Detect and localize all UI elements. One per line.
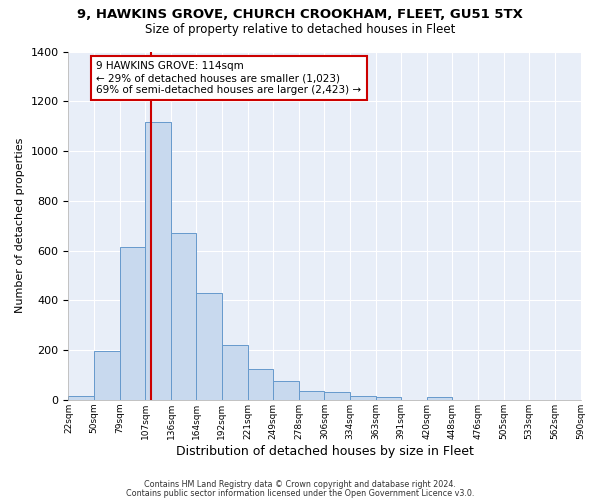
Text: Contains public sector information licensed under the Open Government Licence v3: Contains public sector information licen…: [126, 488, 474, 498]
Bar: [299, 391, 325, 400]
X-axis label: Distribution of detached houses by size in Fleet: Distribution of detached houses by size …: [176, 444, 473, 458]
Y-axis label: Number of detached properties: Number of detached properties: [15, 138, 25, 314]
Bar: [68, 396, 94, 400]
Bar: [325, 392, 350, 400]
Bar: [120, 247, 145, 400]
Bar: [427, 398, 452, 400]
Text: Size of property relative to detached houses in Fleet: Size of property relative to detached ho…: [145, 22, 455, 36]
Bar: [171, 233, 196, 400]
Bar: [145, 122, 171, 400]
Bar: [376, 397, 401, 400]
Text: 9, HAWKINS GROVE, CHURCH CROOKHAM, FLEET, GU51 5TX: 9, HAWKINS GROVE, CHURCH CROOKHAM, FLEET…: [77, 8, 523, 20]
Bar: [221, 345, 248, 400]
Bar: [196, 293, 221, 400]
Text: Contains HM Land Registry data © Crown copyright and database right 2024.: Contains HM Land Registry data © Crown c…: [144, 480, 456, 489]
Bar: [350, 396, 376, 400]
Text: 9 HAWKINS GROVE: 114sqm
← 29% of detached houses are smaller (1,023)
69% of semi: 9 HAWKINS GROVE: 114sqm ← 29% of detache…: [97, 62, 361, 94]
Bar: [94, 352, 120, 400]
Bar: [273, 381, 299, 400]
Bar: [248, 368, 273, 400]
